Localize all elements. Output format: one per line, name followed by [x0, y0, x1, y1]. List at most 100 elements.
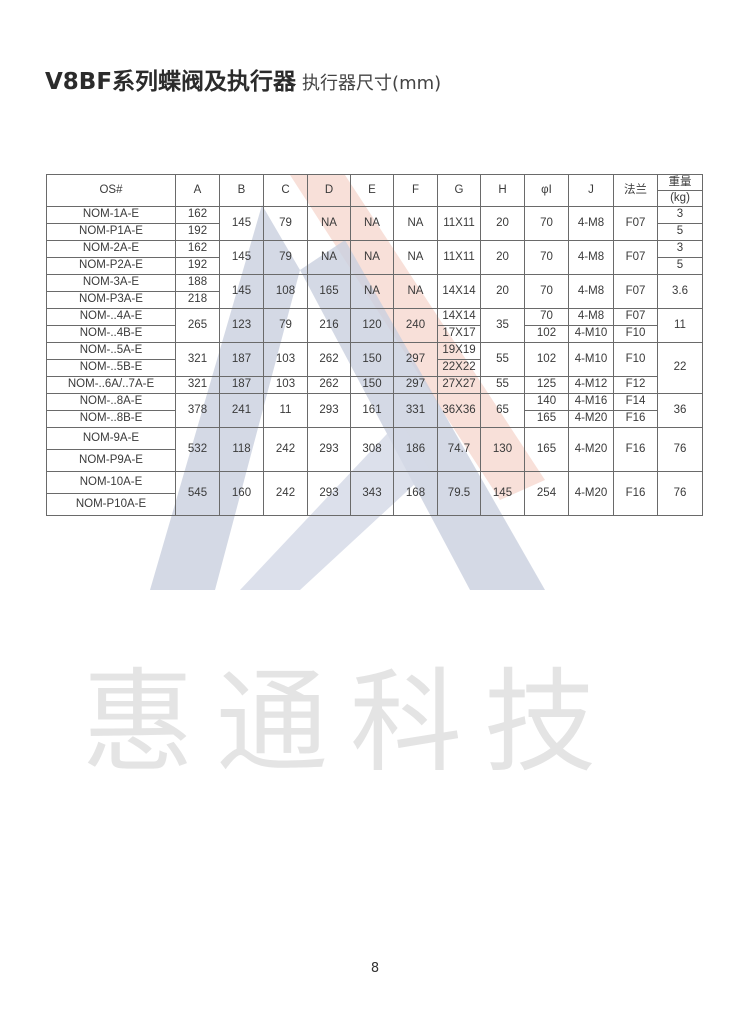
- model-cell: NOM-P3A-E: [46, 291, 176, 309]
- value-cell: 192: [175, 223, 220, 241]
- table-row: NOM-10A-E 545 160 242 293 343 168 79.5 145 254 4-M…: [46, 471, 703, 516]
- value-cell: 293: [307, 393, 351, 428]
- value-cell: 22X22: [437, 359, 481, 377]
- table-row: NOM-..8B-E 165 4-M20 F16: [46, 410, 703, 428]
- model-cell: NOM-..5A-E: [46, 342, 176, 360]
- header-row: (kg): [47, 190, 703, 207]
- model-cell: NOM-9A-E: [46, 427, 176, 450]
- value-cell: 308: [350, 427, 394, 472]
- value-cell: F07: [613, 206, 658, 241]
- value-cell: 140: [524, 393, 569, 411]
- value-cell: 74.7: [437, 427, 481, 472]
- value-cell: 118: [219, 427, 264, 472]
- table-row: NOM-..4A-E 265 123 79 216 120 240 14X14 35 70 4-M8…: [46, 308, 703, 343]
- value-cell: 265: [175, 308, 220, 343]
- value-cell: 65: [480, 393, 525, 428]
- value-cell: 297: [393, 342, 438, 377]
- value-cell: 150: [350, 342, 394, 377]
- value-cell: 145: [219, 240, 264, 275]
- title-main: V8BF系列蝶阀及执行器: [45, 69, 297, 95]
- value-cell: 188: [175, 274, 220, 292]
- value-cell: 103: [263, 376, 308, 394]
- column-header: D: [307, 174, 351, 207]
- value-cell: 262: [307, 376, 351, 394]
- table-row: NOM-P3A-E 218: [46, 291, 703, 309]
- value-cell: 3.6: [657, 274, 703, 309]
- value-cell: F07: [613, 240, 658, 275]
- value-cell: 187: [219, 376, 264, 394]
- value-cell: NA: [350, 206, 394, 241]
- value-cell: 14X14: [437, 274, 481, 309]
- value-cell: 55: [480, 376, 525, 394]
- value-cell: NA: [307, 240, 351, 275]
- value-cell: 20: [480, 240, 525, 275]
- value-cell: 192: [175, 257, 220, 275]
- model-cell: NOM-..4A-E: [46, 308, 176, 326]
- value-cell: 120: [350, 308, 394, 343]
- column-header: C: [263, 174, 308, 207]
- value-cell: 11X11: [437, 240, 481, 275]
- table-row: NOM-..6A/..7A-E 321 187 103 262 150 297 27X27 55…: [46, 376, 703, 394]
- value-cell: NA: [393, 206, 438, 241]
- value-cell: 76: [657, 427, 703, 472]
- value-cell: NA: [350, 274, 394, 309]
- value-cell: 5: [657, 223, 703, 241]
- value-cell: 123: [219, 308, 264, 343]
- value-cell: 125: [524, 376, 569, 394]
- value-cell: 165: [307, 274, 351, 309]
- model-cell: NOM-..6A/..7A-E: [46, 376, 176, 394]
- model-cell: NOM-2A-E: [46, 240, 176, 258]
- value-cell: 3: [657, 206, 703, 224]
- value-cell: 79.5: [437, 471, 481, 516]
- value-cell: 22: [657, 342, 703, 394]
- value-cell: 20: [480, 274, 525, 309]
- value-cell: 14X14: [437, 308, 481, 326]
- value-cell: 242: [263, 471, 308, 516]
- value-cell: F10: [613, 325, 658, 343]
- value-cell: 165: [524, 427, 569, 472]
- value-cell: 11: [657, 308, 703, 343]
- value-cell: 17X17: [437, 325, 481, 343]
- column-header: (kg): [657, 190, 703, 207]
- table-row: NOM-P1A-E 192 5: [46, 223, 703, 241]
- model-cell: NOM-3A-E: [46, 274, 176, 292]
- value-cell: 3: [657, 240, 703, 258]
- value-cell: 103: [263, 342, 308, 377]
- value-cell: 4-M10: [568, 342, 614, 377]
- value-cell: 162: [175, 206, 220, 224]
- value-cell: 79: [263, 206, 308, 241]
- value-cell: F07: [613, 274, 658, 309]
- value-cell: 378: [175, 393, 220, 428]
- value-cell: NA: [350, 240, 394, 275]
- value-cell: 293: [307, 427, 351, 472]
- value-cell: 27X27: [437, 376, 481, 394]
- value-cell: 11: [263, 393, 308, 428]
- column-header: 法兰: [613, 174, 658, 207]
- column-header: G: [437, 174, 481, 207]
- value-cell: 162: [175, 240, 220, 258]
- table-row: NOM-..5B-E 22X22: [46, 359, 703, 377]
- model-cell: NOM-10A-E: [46, 471, 176, 494]
- value-cell: 108: [263, 274, 308, 309]
- value-cell: 4-M16: [568, 393, 614, 411]
- value-cell: 218: [175, 291, 220, 309]
- value-cell: 161: [350, 393, 394, 428]
- value-cell: 145: [480, 471, 525, 516]
- value-cell: 4-M20: [568, 427, 614, 472]
- value-cell: 545: [175, 471, 220, 516]
- value-cell: 532: [175, 427, 220, 472]
- value-cell: F12: [613, 376, 658, 394]
- value-cell: 293: [307, 471, 351, 516]
- value-cell: 4-M8: [568, 240, 614, 275]
- value-cell: 145: [219, 206, 264, 241]
- value-cell: 343: [350, 471, 394, 516]
- value-cell: 130: [480, 427, 525, 472]
- value-cell: F16: [613, 410, 658, 428]
- value-cell: 20: [480, 206, 525, 241]
- value-cell: 297: [393, 376, 438, 394]
- value-cell: 187: [219, 342, 264, 377]
- value-cell: 102: [524, 325, 569, 343]
- watermark-text: 惠通科技: [82, 658, 618, 788]
